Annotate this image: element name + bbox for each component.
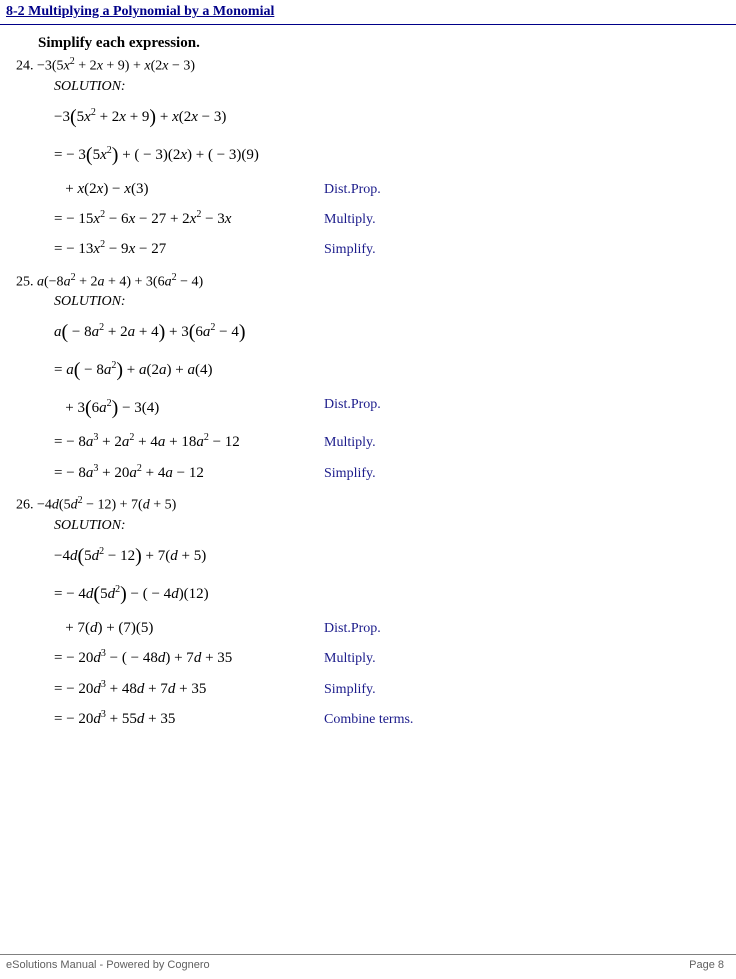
footer-page-number: Page 8 xyxy=(689,959,724,971)
step-expression: + x(2x) − x(3) xyxy=(54,177,324,201)
solution-step: = a( − 8a2) + a(2a) + a(4) xyxy=(54,354,736,386)
solution-step: + 3(6a2) − 3(4)Dist.Prop. xyxy=(54,392,736,424)
solution-step: = − 20d3 + 55d + 35Combine terms. xyxy=(54,707,736,731)
problem-25: 25. a(−8a2 + 2a + 4) + 3(6a2 − 4)SOLUTIO… xyxy=(38,272,736,485)
step-label: Multiply. xyxy=(324,209,376,231)
problem-given: 25. a(−8a2 + 2a + 4) + 3(6a2 − 4) xyxy=(16,272,736,291)
solution-step: = − 3(5x2) + ( − 3)(2x) + ( − 3)(9) xyxy=(54,139,736,171)
step-label: Dist.Prop. xyxy=(324,394,381,416)
solution-step: + 7(d) + (7)(5)Dist.Prop. xyxy=(54,616,736,640)
header-title: 8-2 Multiplying a Polynomial by a Monomi… xyxy=(6,4,274,19)
problem-24: 24. −3(5x2 + 2x + 9) + x(2x − 3)SOLUTION… xyxy=(38,56,736,262)
step-expression: = − 4d(5d2) − ( − 4d)(12) xyxy=(54,578,324,610)
step-label: Multiply. xyxy=(324,648,376,670)
solution-label: SOLUTION: xyxy=(54,294,736,310)
step-expression: = a( − 8a2) + a(2a) + a(4) xyxy=(54,354,324,386)
step-label: Simplify. xyxy=(324,239,376,261)
problem-given: 24. −3(5x2 + 2x + 9) + x(2x − 3) xyxy=(16,56,736,75)
footer-left: eSolutions Manual - Powered by Cognero xyxy=(6,959,210,971)
step-expression: = − 20d3 + 55d + 35 xyxy=(54,707,324,731)
solution-step: = − 20d3 − ( − 48d) + 7d + 35Multiply. xyxy=(54,646,736,670)
solution-step: + x(2x) − x(3)Dist.Prop. xyxy=(54,177,736,201)
instruction-text: Simplify each expression. xyxy=(38,35,736,52)
solution-step: −3(5x2 + 2x + 9) + x(2x − 3) xyxy=(54,101,736,133)
step-expression: = − 8a3 + 2a2 + 4a + 18a2 − 12 xyxy=(54,430,324,454)
solution-step: a( − 8a2 + 2a + 4) + 3(6a2 − 4) xyxy=(54,316,736,348)
page-content: Simplify each expression. 24. −3(5x2 + 2… xyxy=(0,25,736,731)
step-expression: = − 13x2 − 9x − 27 xyxy=(54,237,324,261)
page-footer: eSolutions Manual - Powered by Cognero P… xyxy=(0,954,736,971)
solution-step: = − 8a3 + 2a2 + 4a + 18a2 − 12Multiply. xyxy=(54,430,736,454)
step-expression: + 3(6a2) − 3(4) xyxy=(54,392,324,424)
step-label: Dist.Prop. xyxy=(324,179,381,201)
step-label: Simplify. xyxy=(324,679,376,701)
step-expression: = − 20d3 + 48d + 7d + 35 xyxy=(54,677,324,701)
solution-step: = − 4d(5d2) − ( − 4d)(12) xyxy=(54,578,736,610)
step-expression: = − 20d3 − ( − 48d) + 7d + 35 xyxy=(54,646,324,670)
solution-label: SOLUTION: xyxy=(54,518,736,534)
problem-given: 26. −4d(5d2 − 12) + 7(d + 5) xyxy=(16,495,736,514)
step-expression: −3(5x2 + 2x + 9) + x(2x − 3) xyxy=(54,101,324,133)
step-label: Combine terms. xyxy=(324,709,413,731)
step-expression: −4d(5d2 − 12) + 7(d + 5) xyxy=(54,540,324,572)
step-label: Dist.Prop. xyxy=(324,618,381,640)
solution-step: = − 8a3 + 20a2 + 4a − 12Simplify. xyxy=(54,461,736,485)
solution-step: = − 13x2 − 9x − 27Simplify. xyxy=(54,237,736,261)
step-expression: a( − 8a2 + 2a + 4) + 3(6a2 − 4) xyxy=(54,316,324,348)
step-label: Multiply. xyxy=(324,432,376,454)
step-expression: = − 3(5x2) + ( − 3)(2x) + ( − 3)(9) xyxy=(54,139,324,171)
step-expression: + 7(d) + (7)(5) xyxy=(54,616,324,640)
solution-step: = − 15x2 − 6x − 27 + 2x2 − 3xMultiply. xyxy=(54,207,736,231)
page-header: 8-2 Multiplying a Polynomial by a Monomi… xyxy=(0,0,736,25)
solution-step: −4d(5d2 − 12) + 7(d + 5) xyxy=(54,540,736,572)
step-label: Simplify. xyxy=(324,463,376,485)
problems-container: 24. −3(5x2 + 2x + 9) + x(2x − 3)SOLUTION… xyxy=(38,56,736,731)
solution-step: = − 20d3 + 48d + 7d + 35Simplify. xyxy=(54,677,736,701)
solution-label: SOLUTION: xyxy=(54,79,736,95)
step-expression: = − 15x2 − 6x − 27 + 2x2 − 3x xyxy=(54,207,324,231)
step-expression: = − 8a3 + 20a2 + 4a − 12 xyxy=(54,461,324,485)
problem-26: 26. −4d(5d2 − 12) + 7(d + 5)SOLUTION:−4d… xyxy=(38,495,736,731)
